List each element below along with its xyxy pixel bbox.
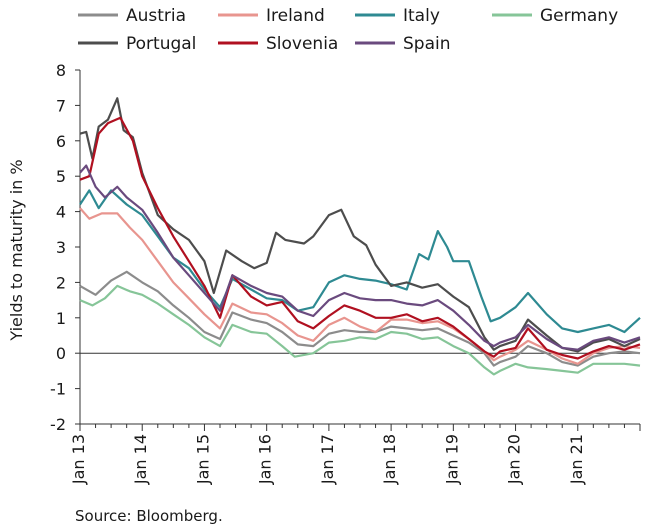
x-tick-label: Jan 17	[318, 434, 337, 485]
x-tick-label: Jan 15	[193, 434, 212, 485]
x-tick-label: Jan 13	[69, 434, 88, 485]
series-line-germany	[79, 284, 641, 376]
y-tick-label: 5	[56, 167, 66, 186]
legend-label: Austria	[126, 6, 186, 26]
legend-item-portugal: Portugal	[78, 34, 196, 54]
legend-label: Italy	[403, 6, 440, 26]
y-tick-label: -1	[50, 380, 66, 399]
x-tick-label: Jan 20	[505, 434, 524, 485]
y-tick-label: 0	[56, 344, 66, 363]
legend-item-ireland: Ireland	[218, 6, 325, 26]
series-lines	[79, 97, 641, 376]
x-tick-label: Jan 21	[567, 434, 586, 485]
x-tick-label: Jan 16	[256, 434, 275, 485]
y-tick-label: 3	[56, 238, 66, 257]
x-tick-label: Jan 14	[131, 434, 150, 485]
series-line-portugal	[79, 97, 641, 353]
x-tick-label: Jan 19	[442, 434, 461, 485]
legend-item-austria: Austria	[78, 6, 186, 26]
y-tick-label: 8	[56, 61, 66, 80]
source-note: Source: Bloomberg.	[75, 507, 223, 525]
series-line-austria	[79, 270, 641, 367]
legend-item-germany: Germany	[492, 6, 618, 26]
legend: Austria Ireland Italy Germany Portugal Sloven…	[78, 6, 618, 54]
series-line-spain	[79, 164, 641, 351]
y-tick-label: -2	[50, 415, 66, 434]
y-tick-label: 4	[56, 203, 66, 222]
legend-label: Ireland	[266, 6, 325, 26]
legend-label: Germany	[540, 6, 618, 26]
series-line-ireland	[79, 207, 641, 365]
x-tick-label: Jan 18	[380, 434, 399, 485]
series-line-slovenia	[79, 116, 641, 360]
axes: -2 -1 0 1 2 3 4 5 6 7 8 Jan 13 Jan 14 Jan 15 Jan 16 Jan…	[50, 61, 641, 485]
legend-item-spain: Spain	[355, 34, 451, 54]
legend-label: Slovenia	[266, 34, 338, 54]
y-tick-label: 7	[56, 96, 66, 115]
y-tick-label: 2	[56, 273, 66, 292]
y-tick-label: 6	[56, 132, 66, 151]
y-axis-title: Yields to maturity in %	[7, 159, 26, 341]
legend-label: Spain	[403, 34, 451, 54]
legend-label: Portugal	[126, 34, 196, 54]
y-tick-label: 1	[56, 309, 66, 328]
legend-item-italy: Italy	[355, 6, 440, 26]
legend-item-slovenia: Slovenia	[218, 34, 338, 54]
